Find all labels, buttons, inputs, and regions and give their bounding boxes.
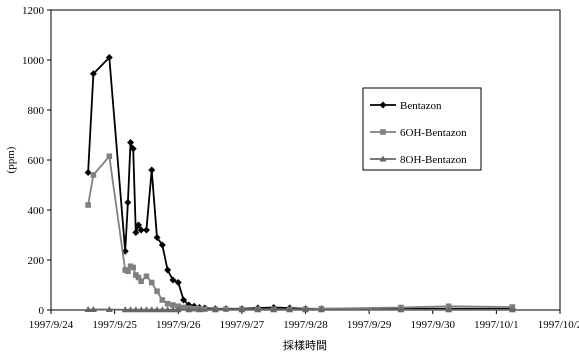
data-point	[160, 297, 166, 303]
y-tick-label: 400	[28, 205, 45, 217]
x-tick-label: 1997/9/28	[283, 319, 328, 331]
x-axis: 1997/9/24 1997/9/25 1997/9/26 1997/9/27 1997…	[29, 310, 579, 331]
legend-label: 6OH-Bentazon	[400, 127, 467, 139]
data-point	[144, 273, 150, 279]
x-tick-label: 1997/10/2	[538, 319, 579, 331]
y-tick-label: 600	[28, 155, 45, 167]
data-point	[149, 280, 155, 286]
legend: Bentazon 6OH-Bentazon 8OH-Bentazon	[363, 88, 481, 170]
x-tick-label: 1997/9/24	[29, 319, 74, 331]
x-tick-label: 1997/9/29	[347, 319, 392, 331]
data-point	[154, 288, 160, 294]
x-axis-title: 採樣時間	[283, 338, 327, 352]
data-point	[85, 202, 91, 208]
x-tick-label: 1997/9/30	[410, 319, 455, 331]
data-point	[191, 306, 197, 312]
y-axis-title: (ppm)	[5, 146, 17, 173]
data-point	[125, 268, 131, 274]
x-tick-label: 1997/10/1	[474, 319, 519, 331]
plot-area-frame	[51, 10, 560, 310]
legend-label: 8OH-Bentazon	[400, 154, 467, 166]
y-tick-label: 200	[28, 255, 45, 267]
x-tick-label: 1997/9/27	[220, 319, 265, 331]
y-tick-label: 1000	[22, 55, 45, 67]
y-tick-label: 800	[28, 105, 45, 117]
data-point	[138, 278, 144, 284]
data-point	[130, 265, 136, 271]
y-axis: 0 200 400 600 800 1000 1200	[22, 5, 51, 317]
x-tick-label: 1997/9/26	[156, 319, 201, 331]
y-tick-label: 0	[39, 305, 45, 317]
y-tick-label: 1200	[22, 5, 45, 17]
data-point	[91, 172, 97, 178]
legend-label: Bentazon	[400, 100, 442, 112]
legend-marker	[380, 129, 386, 135]
data-point	[107, 153, 113, 159]
x-tick-label: 1997/9/25	[92, 319, 137, 331]
data-point	[165, 301, 171, 307]
